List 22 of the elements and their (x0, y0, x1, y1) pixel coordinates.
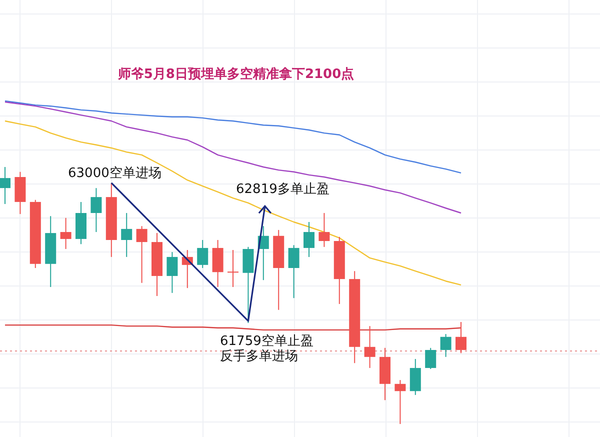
annotation: 61759空单止盈反手多单进场 (220, 334, 314, 364)
candlestick (440, 334, 452, 358)
candlestick (288, 244, 300, 299)
candlestick (318, 212, 330, 248)
candlestick (136, 226, 148, 284)
candlestick (364, 326, 376, 368)
candlestick (121, 212, 132, 258)
candlestick (410, 358, 421, 396)
candlestick (166, 252, 178, 294)
chart-title: 师爷5月8日预埋单多空精准拿下2100点 (116, 66, 354, 82)
candlestick (425, 347, 436, 370)
candlestick (0, 166, 10, 205)
candlestick (60, 217, 72, 250)
candlestick (242, 246, 254, 324)
candlestick (456, 321, 466, 354)
candlestick (228, 250, 238, 288)
candlestick (197, 239, 208, 268)
candlestick (304, 222, 314, 258)
candlestick (394, 380, 406, 424)
annotation: 62819多单止盈 (236, 182, 330, 197)
candlestick (90, 188, 102, 233)
annotation: 63000空单进场 (68, 166, 162, 181)
